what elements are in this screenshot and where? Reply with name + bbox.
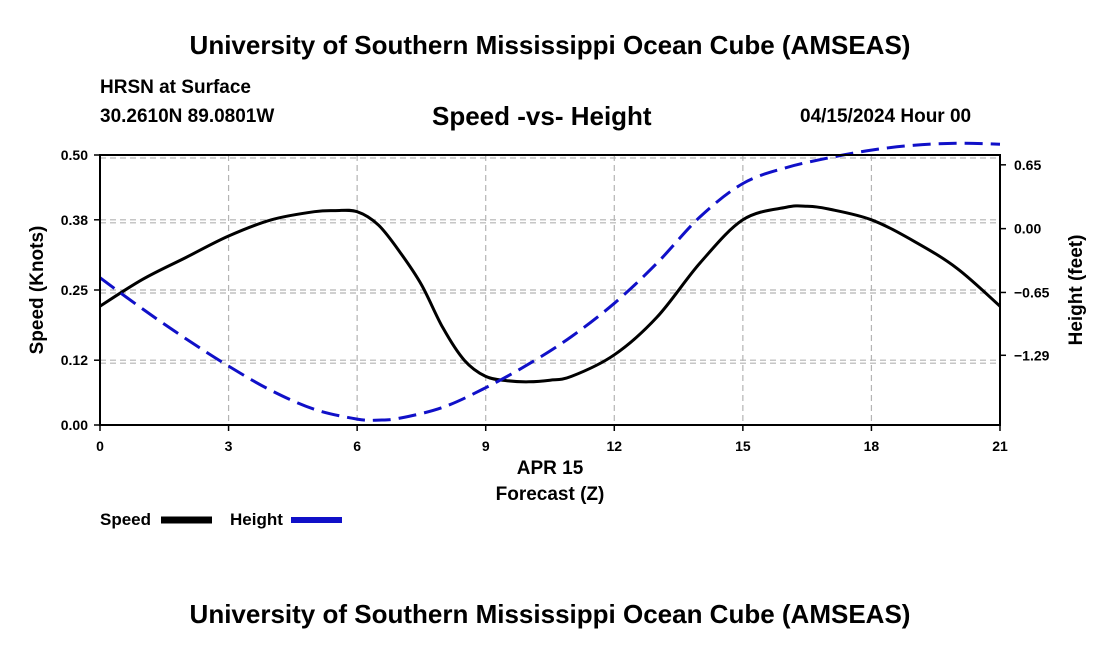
x-tick-label: 3 bbox=[225, 438, 233, 454]
x-tick-label: 9 bbox=[482, 438, 490, 454]
y2-tick-label: −1.29 bbox=[1014, 347, 1050, 363]
y2-tick-label: 0.00 bbox=[1014, 221, 1041, 237]
x-tick-label: 15 bbox=[735, 438, 751, 454]
y2-tick-label: −0.65 bbox=[1014, 284, 1050, 300]
x-tick-label: 0 bbox=[96, 438, 104, 454]
y2-axis-title: Height (feet) bbox=[1066, 235, 1087, 346]
station-label: HRSN at Surface bbox=[100, 77, 251, 98]
page-title-top: University of Southern Mississippi Ocean… bbox=[189, 30, 911, 60]
grid-layer bbox=[100, 154, 1000, 425]
coordinates-label: 30.2610N 89.0801W bbox=[100, 106, 275, 127]
x-tick-label: 21 bbox=[992, 438, 1008, 454]
y-tick-label: 0.50 bbox=[61, 147, 88, 163]
y-tick-label: 0.12 bbox=[61, 352, 88, 368]
x-tick-label: 18 bbox=[864, 438, 880, 454]
axis-layer: 0 3 6 9 12 15 18 21 0.00 0.12 0.25 0.38 0.50 0.65 0.00… bbox=[61, 147, 1050, 454]
x-tick-label: 6 bbox=[353, 438, 361, 454]
x-axis-title: Forecast (Z) bbox=[496, 484, 605, 505]
y-tick-label: 0.25 bbox=[61, 282, 88, 298]
datetime-label: 04/15/2024 Hour 00 bbox=[800, 106, 972, 127]
y-axis-title: Speed (Knots) bbox=[27, 226, 48, 355]
legend-height-label: Height bbox=[230, 510, 283, 529]
x-axis-date-label: APR 15 bbox=[517, 458, 584, 479]
x-tick-label: 12 bbox=[606, 438, 622, 454]
y-tick-label: 0.38 bbox=[61, 212, 88, 228]
chart-title: Speed -vs- Height bbox=[432, 101, 652, 131]
series-layer bbox=[99, 141, 1001, 422]
legend-speed-label: Speed bbox=[100, 510, 151, 529]
y2-tick-label: 0.65 bbox=[1014, 157, 1041, 173]
legend: Speed Height bbox=[100, 510, 342, 529]
page-title-bottom: University of Southern Mississippi Ocean… bbox=[189, 599, 911, 629]
series-line-speed bbox=[99, 204, 1001, 384]
y-tick-label: 0.00 bbox=[61, 417, 88, 433]
